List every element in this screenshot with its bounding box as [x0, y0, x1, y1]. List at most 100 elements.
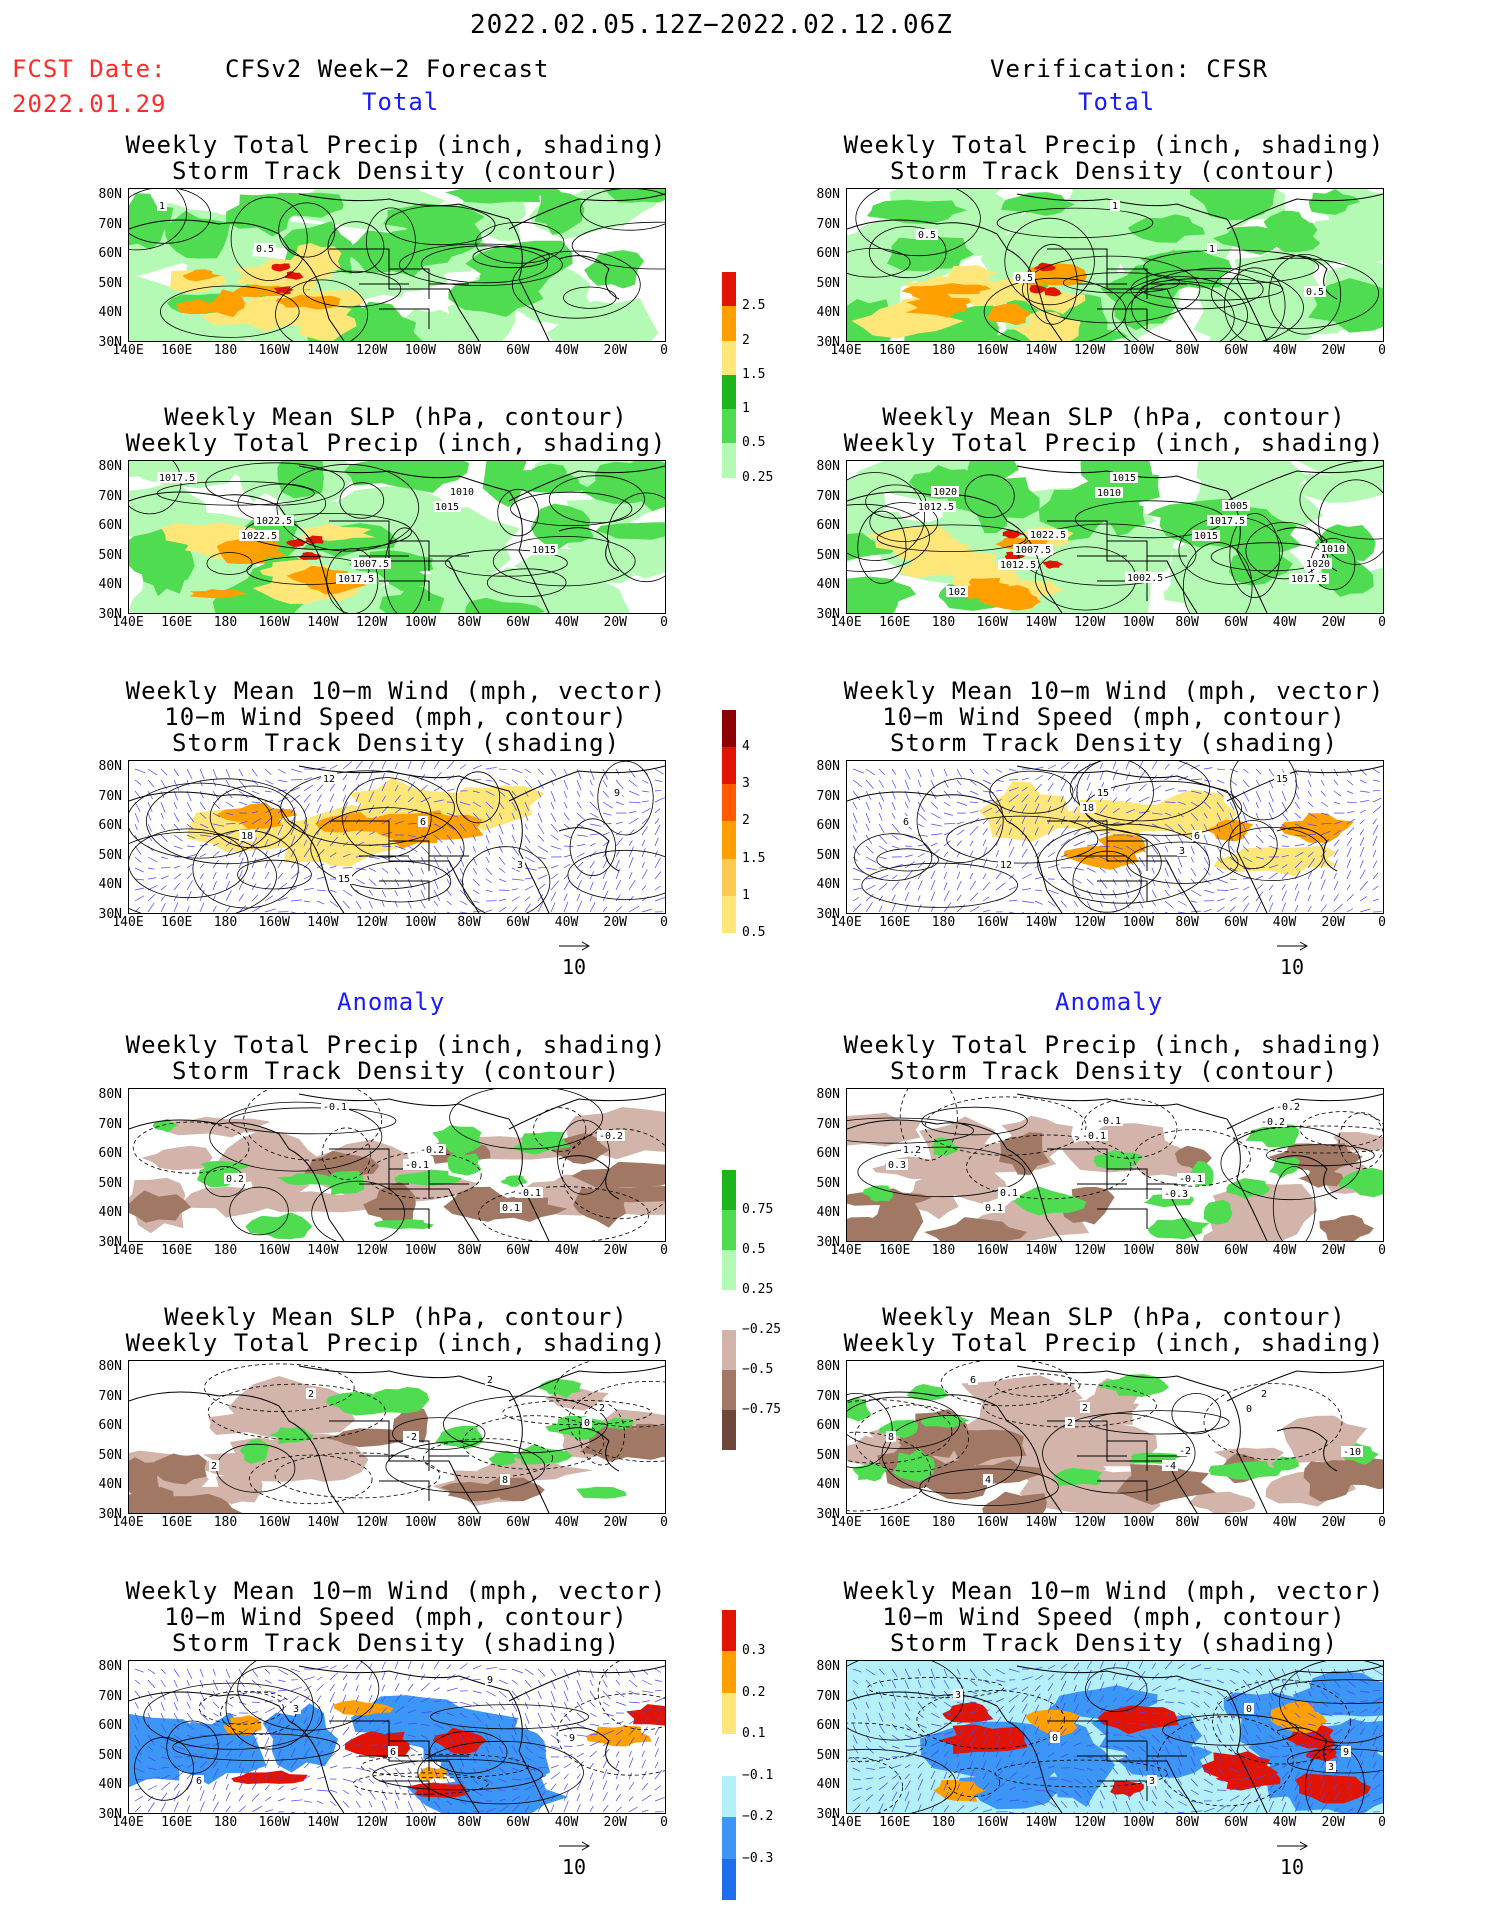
wind-vector [199, 873, 204, 880]
wind-vector [355, 1684, 359, 1692]
lon-tick-label: 140W [1025, 615, 1057, 630]
wind-vector [498, 1805, 509, 1813]
lat-tick-label: 50N [816, 547, 840, 563]
wind-vector [329, 1691, 335, 1703]
lon-tick-label: 120W [355, 343, 388, 358]
svg-text:1017.5: 1017.5 [1291, 574, 1327, 585]
wind-vector [342, 889, 353, 897]
wind-vector [865, 1723, 871, 1733]
wind-vector [446, 1778, 452, 1787]
wind-vector [969, 1668, 977, 1679]
wind-vector [891, 1723, 898, 1731]
wind-vector [589, 1679, 594, 1687]
wind-vector [1138, 784, 1147, 792]
wind-vector [134, 1734, 141, 1746]
wind-vector [160, 895, 165, 902]
contour-label: 1005 [1222, 500, 1250, 512]
wind-vector [1294, 905, 1299, 913]
wind-vector [446, 911, 451, 913]
wind-vector [1294, 834, 1307, 837]
wind-vector [1268, 872, 1278, 880]
wind-vector [537, 1701, 541, 1708]
wind-vector [147, 1712, 151, 1719]
precip-shading [1290, 474, 1383, 503]
wind-vector [1307, 858, 1315, 869]
wind-vector [329, 900, 339, 908]
contour-line [449, 1089, 603, 1150]
wind-vector [878, 812, 883, 821]
coastline [508, 193, 665, 230]
coastline [1077, 855, 1148, 901]
contour-line [492, 535, 636, 587]
panel-title-line: Weekly Total Precip (inch, shading) [125, 1031, 667, 1059]
panel-title: Weekly Total Precip (inch, shading) Storm… [806, 132, 1422, 184]
wind-vector [1320, 1739, 1330, 1747]
wind-vector [852, 878, 861, 881]
wind-vector [1359, 1728, 1365, 1736]
wind-vector [238, 1668, 244, 1678]
wind-vector [563, 823, 570, 829]
wind-vector [878, 1782, 889, 1791]
wind-vector [381, 1707, 388, 1714]
wind-vector [956, 1762, 960, 1769]
wind-vector [446, 1767, 451, 1775]
wind-vector [1216, 1745, 1222, 1755]
wind-vector [550, 902, 556, 913]
lat-tick-label: 40N [816, 877, 840, 892]
wind-vector [995, 1727, 1000, 1736]
precip-shading [302, 575, 367, 595]
lat-tick-label: 30N [98, 1806, 122, 1822]
wind-vector [407, 845, 418, 853]
wind-vector [147, 1679, 156, 1689]
wind-vector [511, 1668, 524, 1674]
precip-anomaly-shading [924, 1217, 1028, 1241]
wind-vector [1346, 779, 1354, 786]
wind-vector [563, 874, 569, 880]
wind-vector [1047, 825, 1054, 836]
wind-vector [589, 823, 602, 827]
wind-vector [485, 1723, 490, 1731]
wind-vector [1125, 1694, 1135, 1703]
wind-vector [917, 1752, 927, 1758]
wind-vector [1320, 790, 1326, 797]
svg-text:4: 4 [985, 1475, 991, 1486]
wind-vector [1203, 1679, 1211, 1682]
wind-vector [641, 869, 648, 880]
wind-vector [602, 1690, 611, 1700]
precip-anomaly-shading [447, 1150, 482, 1176]
precip-shading [465, 240, 573, 293]
precip-shading [618, 461, 665, 512]
wind-vector [563, 834, 572, 839]
wind-vector [654, 1668, 662, 1673]
wind-vector [329, 1752, 336, 1758]
contour-line [248, 1454, 373, 1505]
precip-shading [546, 298, 659, 341]
wind-vector [1021, 1686, 1029, 1692]
wind-vector [1372, 818, 1377, 825]
wind-vector [1242, 1767, 1252, 1770]
wind-vector [537, 779, 544, 789]
svg-text:2: 2 [1082, 1403, 1088, 1414]
panel-title-line: Weekly Mean 10−m Wind (mph, vector) [125, 1577, 667, 1605]
wind-vector [1203, 1807, 1215, 1813]
wind-vector [1281, 790, 1287, 802]
contour-label: 9 [485, 1674, 495, 1686]
contour-line [916, 778, 1004, 863]
wind-vector [1216, 1805, 1227, 1813]
wind-vector [602, 851, 608, 858]
wind-vector [943, 1712, 954, 1716]
wind-vector [891, 1712, 896, 1719]
wind-vector [654, 885, 661, 891]
lon-tick-label: 180 [931, 915, 956, 930]
wind-vector [982, 779, 992, 785]
wind-vector [602, 1679, 608, 1688]
lat-tick-label: 80N [816, 1659, 840, 1674]
wind-vector [1047, 796, 1052, 803]
contour-label: 102 [946, 586, 968, 598]
wind-vector [537, 883, 546, 891]
wind-vector [641, 779, 649, 784]
contour-line [876, 848, 939, 872]
wind-vector [1320, 1731, 1329, 1736]
contour-line [367, 1152, 482, 1199]
